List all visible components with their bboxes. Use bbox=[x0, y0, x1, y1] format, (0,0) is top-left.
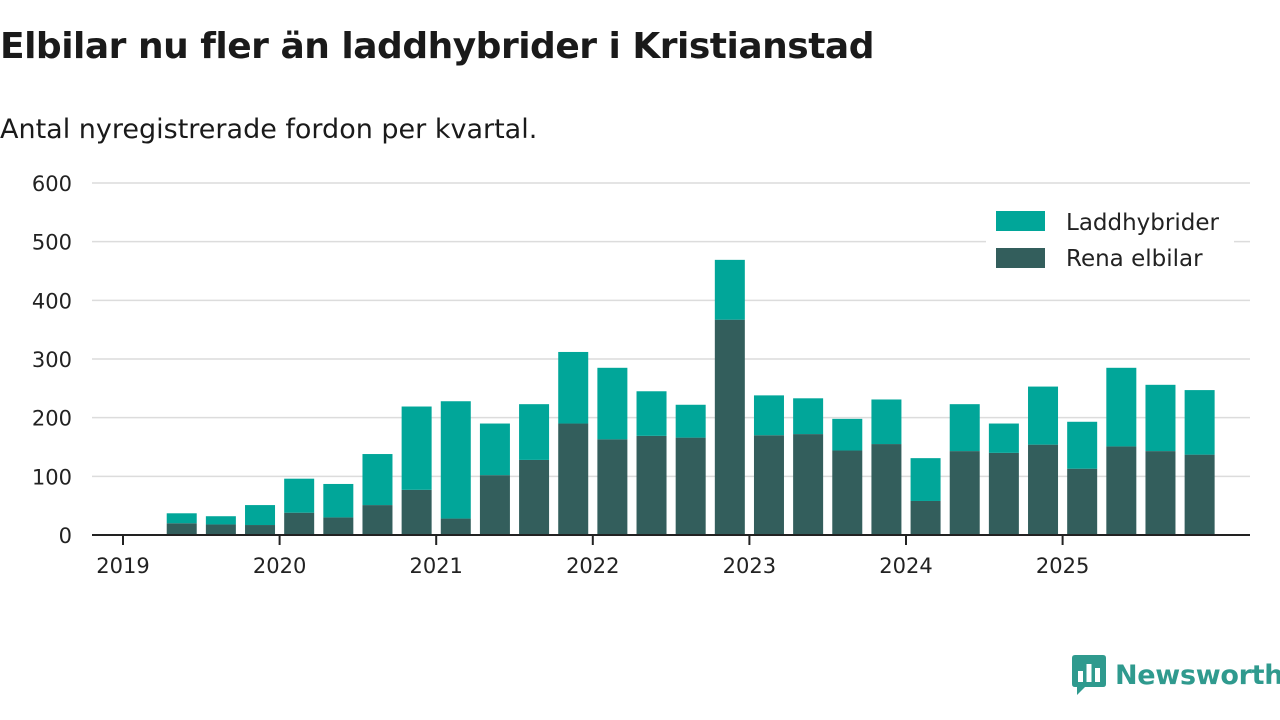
bar-rena-elbilar bbox=[988, 452, 1019, 535]
bar-laddhybrider bbox=[675, 404, 706, 438]
bar-laddhybrider bbox=[871, 399, 902, 445]
bar-laddhybrider bbox=[284, 478, 315, 513]
brand-name: Newsworthy bbox=[1115, 659, 1280, 691]
bar-laddhybrider bbox=[1145, 384, 1176, 452]
bar-laddhybrider bbox=[479, 423, 510, 476]
bar-rena-elbilar bbox=[753, 435, 784, 535]
bar-rena-elbilar bbox=[949, 451, 980, 535]
x-axis: 2019 2020 2021 2022 2023 2024 2025 bbox=[92, 534, 1250, 578]
bar-laddhybrider bbox=[1106, 367, 1137, 447]
bar-rena-elbilar bbox=[362, 505, 393, 535]
bar-laddhybrider bbox=[832, 418, 863, 451]
bar-laddhybrider bbox=[753, 395, 784, 436]
x-tick-label: 2024 bbox=[879, 554, 932, 578]
bar-laddhybrider bbox=[949, 404, 980, 452]
bar-rena-elbilar bbox=[1028, 444, 1059, 535]
bar-laddhybrider bbox=[323, 483, 354, 518]
bar-rena-elbilar bbox=[597, 439, 628, 535]
x-tick-label: 2021 bbox=[409, 554, 462, 578]
legend-label-rena-elbilar: Rena elbilar bbox=[1066, 246, 1203, 272]
newsworthy-logo-icon bbox=[1072, 655, 1106, 695]
y-axis-labels: 0 100 200 300 400 500 600 bbox=[32, 172, 72, 548]
bar-rena-elbilar bbox=[558, 423, 589, 535]
bar-laddhybrider bbox=[910, 458, 941, 501]
legend-label-laddhybrider: Laddhybrider bbox=[1066, 210, 1219, 236]
legend-swatch-rena-elbilar bbox=[996, 248, 1045, 268]
bar-laddhybrider bbox=[988, 423, 1019, 453]
chart-subtitle: Antal nyregistrerade fordon per kvartal. bbox=[0, 114, 538, 145]
y-tick-label: 500 bbox=[32, 231, 72, 255]
bar-laddhybrider bbox=[636, 391, 667, 436]
bar-rena-elbilar bbox=[519, 459, 550, 535]
bar-rena-elbilar bbox=[323, 517, 354, 535]
bar-rena-elbilar bbox=[1145, 451, 1176, 535]
y-tick-label: 300 bbox=[32, 348, 72, 372]
bar-rena-elbilar bbox=[793, 434, 824, 535]
bar-laddhybrider bbox=[1028, 386, 1059, 445]
legend: Laddhybrider Rena elbilar bbox=[986, 198, 1234, 290]
bar-laddhybrider bbox=[1184, 390, 1215, 455]
bar-rena-elbilar bbox=[675, 437, 706, 535]
bar-laddhybrider bbox=[793, 398, 824, 435]
y-tick-label: 0 bbox=[59, 524, 72, 548]
bar-rena-elbilar bbox=[205, 524, 236, 535]
bar-laddhybrider bbox=[166, 513, 197, 524]
bar-rena-elbilar bbox=[871, 444, 902, 535]
bar-laddhybrider bbox=[440, 401, 471, 519]
y-tick-label: 400 bbox=[32, 289, 72, 313]
bar-rena-elbilar bbox=[832, 450, 863, 535]
bar-rena-elbilar bbox=[1184, 454, 1215, 535]
x-tick-label: 2023 bbox=[723, 554, 776, 578]
bar-laddhybrider bbox=[245, 505, 276, 526]
bar-laddhybrider bbox=[597, 367, 628, 440]
legend-swatch-laddhybrider bbox=[996, 211, 1045, 231]
bar-rena-elbilar bbox=[284, 512, 315, 535]
bar-laddhybrider bbox=[1067, 421, 1098, 469]
bar-rena-elbilar bbox=[166, 523, 197, 535]
bar-rena-elbilar bbox=[1067, 468, 1098, 535]
bar-rena-elbilar bbox=[714, 319, 745, 535]
brand-logo: Newsworthy bbox=[1072, 654, 1280, 696]
x-tick-label: 2025 bbox=[1036, 554, 1089, 578]
x-tick-label: 2022 bbox=[566, 554, 619, 578]
y-tick-label: 100 bbox=[32, 465, 72, 489]
bar-rena-elbilar bbox=[479, 475, 510, 535]
bar-laddhybrider bbox=[362, 454, 393, 506]
bar-rena-elbilar bbox=[401, 489, 432, 535]
bar-rena-elbilar bbox=[245, 525, 276, 535]
bar-laddhybrider bbox=[558, 351, 589, 424]
bar-laddhybrider bbox=[519, 404, 550, 460]
bar-rena-elbilar bbox=[440, 518, 471, 535]
x-tick-label: 2019 bbox=[96, 554, 149, 578]
x-tick-label: 2020 bbox=[253, 554, 306, 578]
y-tick-label: 600 bbox=[32, 172, 72, 196]
bar-rena-elbilar bbox=[636, 435, 667, 535]
bars bbox=[166, 259, 1215, 535]
stacked-bar-chart: 0 100 200 300 400 500 600 2019 2020 2021 2022 2023… bbox=[32, 172, 1250, 578]
bar-laddhybrider bbox=[401, 406, 432, 490]
chart-title: Elbilar nu fler än laddhybrider i Kristi… bbox=[0, 26, 874, 67]
bar-rena-elbilar bbox=[1106, 446, 1137, 535]
bar-laddhybrider bbox=[714, 259, 745, 320]
bar-rena-elbilar bbox=[910, 500, 941, 535]
bar-laddhybrider bbox=[205, 516, 236, 525]
y-tick-label: 200 bbox=[32, 407, 72, 431]
